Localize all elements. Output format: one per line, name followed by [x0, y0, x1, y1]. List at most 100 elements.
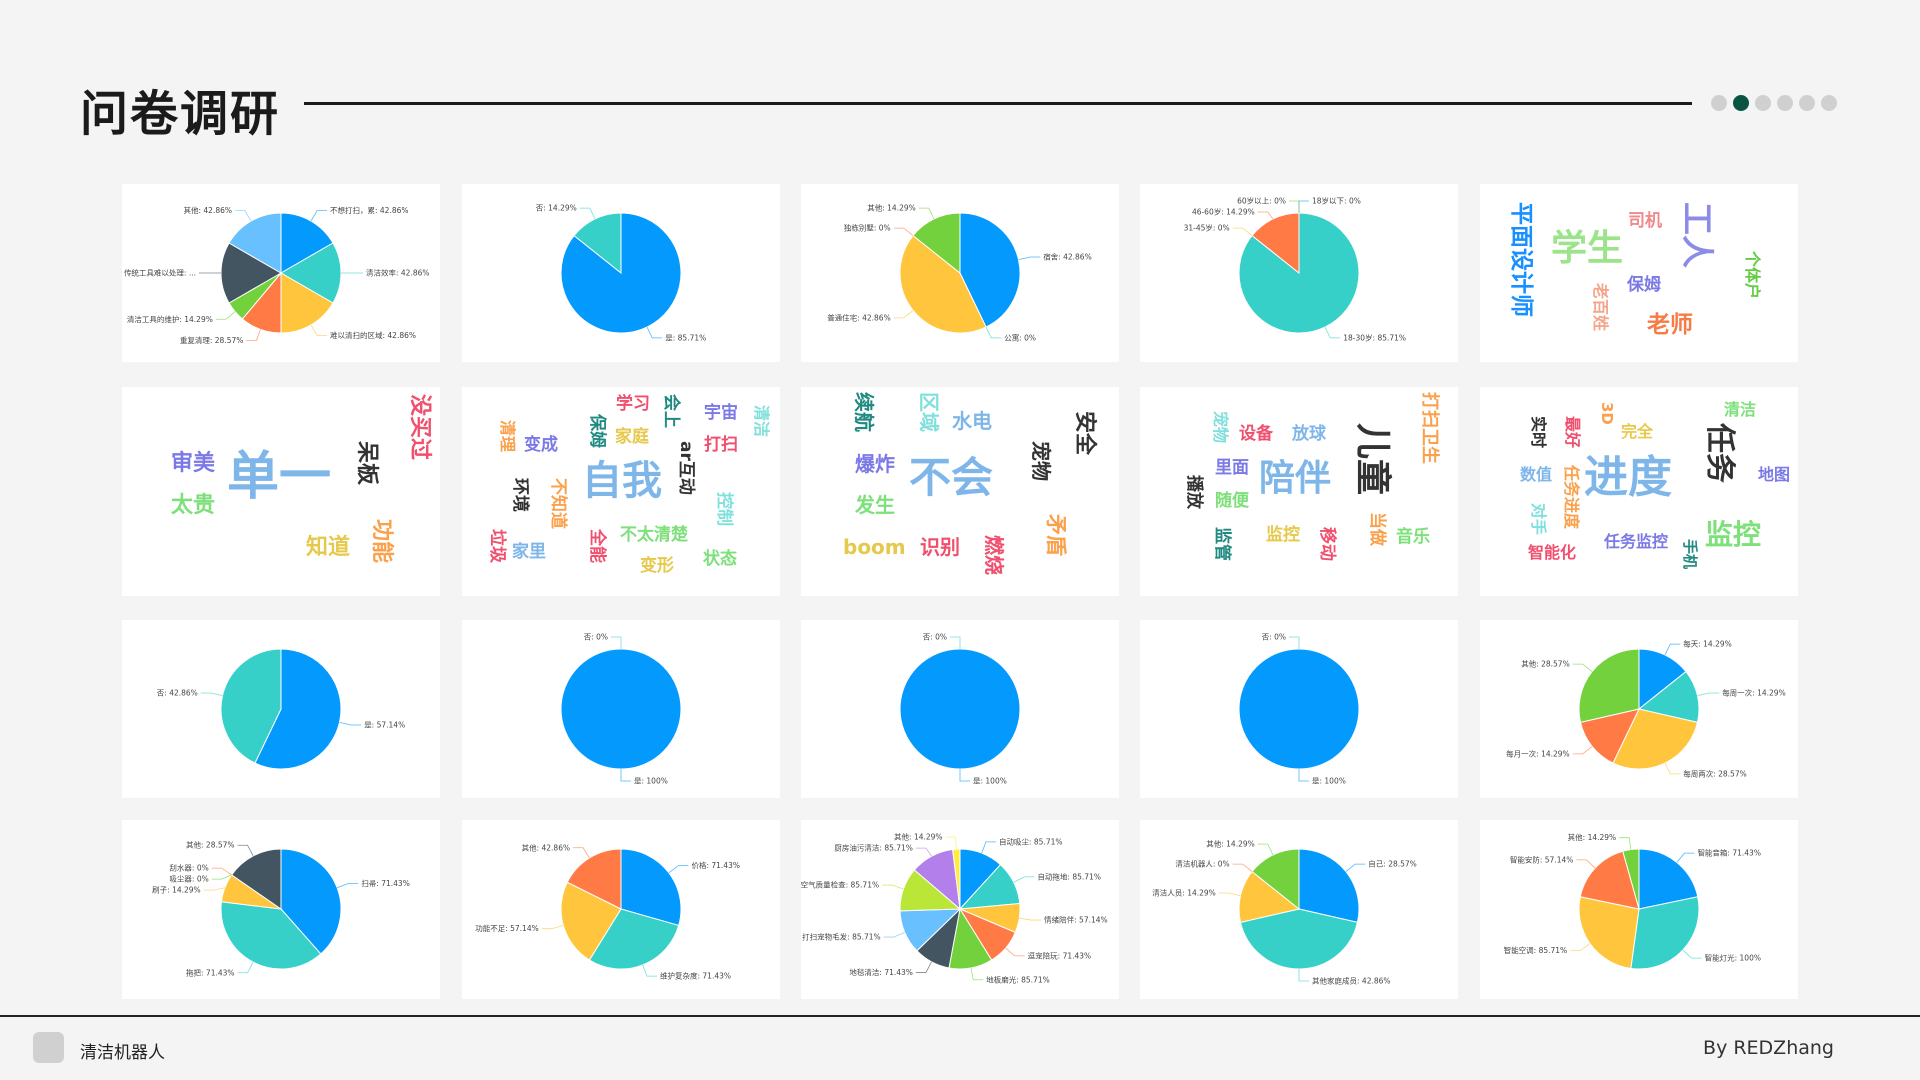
pie-slice[interactable]	[1612, 708, 1699, 770]
pie-slice-label: 情绪陪伴: 57.14%	[1044, 915, 1108, 925]
pie-label-line	[642, 964, 658, 977]
pie-chart: 是: 85.71% 否: 14.29%	[536, 204, 707, 343]
word-cloud-word: 宇宙	[704, 403, 738, 423]
pie-label-line	[215, 311, 236, 320]
word-cloud-card: 3D 清洁 实时 最好 完全 任务 数值 进度 地图 任务进度 对手 监控 任务监控 手机 智能化	[1480, 387, 1798, 596]
pie-slice-label: 拖把: 71.43%	[186, 967, 235, 977]
page-dot-6[interactable]	[1821, 95, 1837, 111]
pie-slice-label: 是: 85.71%	[665, 333, 706, 342]
pie-chart-card: 智能音箱: 71.43% 智能灯光: 100% 智能空调: 85.71% 智能安防: …	[1480, 820, 1798, 999]
pie-slice[interactable]	[1638, 648, 1687, 711]
pie-slice[interactable]	[566, 848, 622, 910]
pie-slice-label: 每周两次: 28.57%	[1683, 768, 1747, 778]
pie-slice[interactable]	[1251, 848, 1300, 911]
pie-chart-card: 是: 85.71% 否: 14.29%	[462, 184, 780, 362]
pie-label-line	[1619, 837, 1632, 850]
pie-slice-label: 不想打扫，累: 42.86%	[330, 205, 409, 215]
pie-slice[interactable]	[573, 212, 622, 275]
pie-label-line	[1218, 892, 1241, 897]
pie-label-line	[211, 867, 232, 876]
pie-slice-label: 清洁工具的维护: 14.29%	[127, 314, 213, 324]
pie-label-line	[1576, 859, 1596, 869]
word-cloud-word: 续航	[852, 392, 876, 432]
pie-slice-label: 空气质量检查: 85.71%	[801, 880, 879, 890]
pie-slice-label: 18岁以下: 0%	[1312, 196, 1361, 206]
pie-slice[interactable]	[1578, 896, 1640, 970]
pie-label-line	[915, 961, 932, 973]
pie-slice[interactable]	[1630, 896, 1700, 970]
word-cloud-word: 设备	[1239, 424, 1273, 444]
pie-slice[interactable]	[1579, 708, 1640, 764]
pie-slice[interactable]	[620, 848, 682, 927]
pie-label-line	[211, 874, 232, 880]
pie-slice[interactable]	[912, 212, 961, 275]
word-cloud-word: 司机	[1628, 211, 1662, 231]
pie-slice-label: 是: 57.14%	[364, 721, 405, 730]
pie-slice[interactable]	[1238, 870, 1301, 923]
pie-label-line	[893, 227, 914, 236]
pie-slice-label: 维护复杂度: 71.43%	[660, 971, 731, 981]
pie-slice[interactable]	[1637, 670, 1700, 723]
word-cloud-word: 当做	[1367, 512, 1387, 546]
pie-slice-label: 价格: 71.43%	[691, 860, 740, 870]
word-cloud-word: 识别	[920, 535, 960, 559]
pie-label-line	[310, 210, 327, 222]
pie-chart: 是: 57.14% 否: 42.86%	[157, 648, 405, 770]
pie-slice[interactable]	[230, 848, 282, 910]
pie-label-line	[893, 310, 914, 319]
pie-chart-card: 18岁以下: 0% 18-30岁: 85.71% 31-45岁: 0% 46-60岁:…	[1140, 184, 1458, 362]
pie-slice[interactable]	[254, 648, 342, 770]
page-dot-5[interactable]	[1799, 95, 1815, 111]
pie-slice-label: 地毯清洁: 71.43%	[849, 967, 913, 977]
word-cloud-word: 播放	[1184, 475, 1204, 509]
pie-slice-label: 清洁机器人: 0%	[1175, 859, 1229, 869]
pie-chart-card: 是: 100% 否: 0%	[1140, 620, 1458, 798]
pie-slice[interactable]	[220, 901, 322, 970]
page-dot-2[interactable]	[1733, 95, 1749, 111]
pie-slice[interactable]	[560, 648, 682, 770]
pie-label-line	[1682, 949, 1702, 959]
pie-slice[interactable]	[899, 648, 1021, 770]
pie-slice[interactable]	[1578, 648, 1640, 723]
pie-label-line	[235, 210, 252, 222]
word-cloud-word: 变成	[524, 435, 558, 455]
word-cloud-word: 发生	[855, 493, 895, 517]
pie-slice[interactable]	[1238, 648, 1360, 770]
pie-slice-label: 智能安防: 57.14%	[1510, 854, 1574, 864]
pie-slice[interactable]	[1579, 850, 1640, 910]
pie-slice-label: 46-60岁: 14.29%	[1192, 207, 1255, 217]
pie-label-line	[1005, 947, 1025, 957]
word-cloud-word: 工人	[1678, 202, 1717, 268]
pie-slice-label: 其他家庭成员: 42.86%	[1312, 976, 1391, 986]
word-cloud-word: 没买过	[407, 394, 432, 461]
pie-slice[interactable]	[1638, 848, 1699, 910]
word-cloud-word: 清洁	[752, 405, 771, 438]
pie-chart-card: 每天: 14.29% 每周一次: 14.29% 每周两次: 28.57% 每月一次: …	[1480, 620, 1798, 798]
pie-slice-label: 否: 42.86%	[157, 688, 198, 697]
pie-slice-label: 打扫宠物毛发: 85.71%	[802, 932, 881, 942]
pie-chart: 宿舍: 42.86% 公寓: 0% 普通住宅: 42.86% 独栋别墅: 0% 其他: …	[827, 203, 1092, 343]
pie-label-line	[1232, 227, 1253, 236]
pie-slice-label: 其他: 42.86%	[183, 205, 232, 215]
word-cloud-word: 学生	[1551, 228, 1624, 269]
pie-label-line	[883, 932, 905, 938]
pie-slice[interactable]	[1251, 212, 1300, 275]
pie-slice-label: 扫帚: 71.43%	[361, 878, 410, 888]
pie-slice-label: 其他: 28.57%	[1521, 659, 1570, 669]
pie-slice[interactable]	[952, 848, 961, 910]
pie-slice-label: 每周一次: 14.29%	[1722, 687, 1786, 697]
page-dot-3[interactable]	[1755, 95, 1771, 111]
word-cloud-word: 完全	[1621, 422, 1654, 441]
pie-slice[interactable]	[1239, 908, 1359, 970]
pie-slice[interactable]	[280, 848, 342, 955]
pie-slice[interactable]	[1298, 848, 1360, 923]
pie-slice-label: 逗宠陪玩: 71.43%	[1028, 950, 1092, 960]
pie-label-line	[246, 329, 261, 342]
pie-slice-label: 清洁效率: 42.86%	[366, 268, 430, 278]
pie-slice-label: 31-45岁: 0%	[1184, 223, 1230, 233]
page-dot-1[interactable]	[1711, 95, 1727, 111]
pie-slice-label: 公寓: 0%	[1004, 332, 1036, 342]
pie-label-line	[646, 326, 663, 339]
page-dot-4[interactable]	[1777, 95, 1793, 111]
pie-chart: 扫帚: 71.43% 拖把: 71.43% 刷子: 14.29% 刮水器: 0%吸尘器…	[152, 840, 410, 978]
